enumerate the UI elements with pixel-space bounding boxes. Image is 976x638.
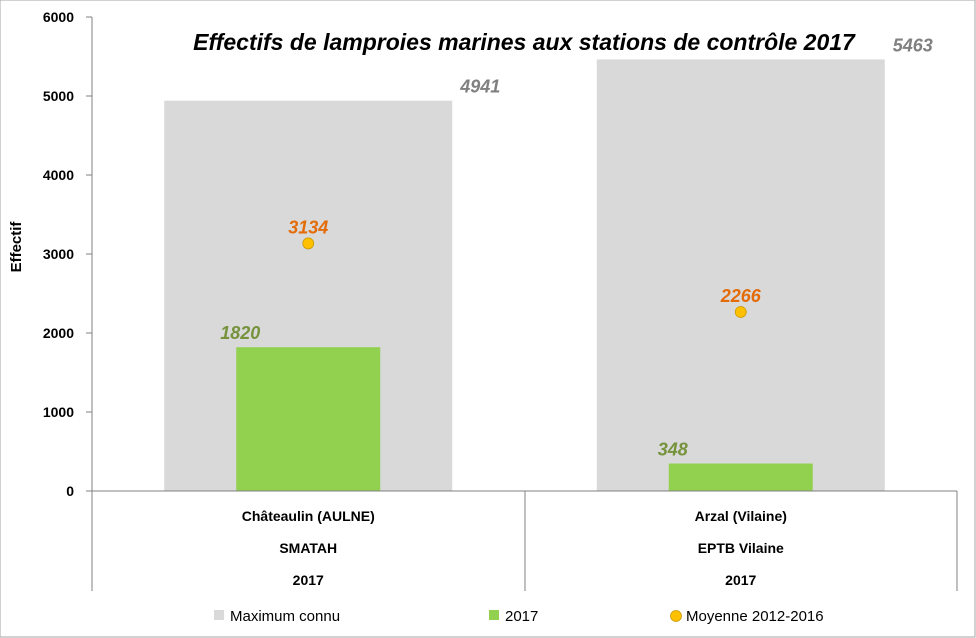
marker-avg — [302, 237, 315, 250]
category-label: Châteaulin (AULNE) — [242, 508, 375, 524]
category-label: 2017 — [725, 572, 756, 588]
category-label: 2017 — [293, 572, 324, 588]
legend-swatch-max — [214, 610, 224, 620]
avg-markers — [302, 237, 747, 318]
y-tick-label: 6000 — [43, 9, 74, 25]
bar-2017 — [668, 463, 813, 491]
data-label-avg: 2266 — [720, 286, 762, 306]
data-label-max: 5463 — [893, 35, 933, 55]
legend-label-max: Maximum connu — [230, 608, 340, 625]
y-tick-label: 3000 — [43, 246, 74, 262]
category-label: EPTB Vilaine — [698, 540, 784, 556]
y-tick-label: 0 — [66, 483, 74, 499]
data-label-2017: 348 — [658, 440, 688, 460]
data-labels: 4941 1820 3134 5463 348 2266 — [220, 35, 933, 459]
bar-2017 — [236, 347, 381, 491]
legend-marker-avg — [670, 610, 682, 622]
legend-swatch-2017 — [489, 610, 499, 620]
category-label: SMATAH — [279, 540, 337, 556]
marker-avg — [734, 306, 747, 318]
legend-label-2017: 2017 — [505, 608, 538, 625]
bars-2017 — [236, 347, 813, 491]
data-label-max: 4941 — [459, 77, 500, 97]
legend-label-avg: Moyenne 2012-2016 — [686, 608, 824, 625]
y-tick-label: 5000 — [43, 88, 74, 104]
bar-max — [596, 59, 885, 491]
legend: Maximum connu 2017 Moyenne 2012-2016 — [214, 608, 824, 625]
y-axis-label: Effectif — [8, 221, 25, 273]
chart-title: Effectifs de lamproies marines aux stati… — [193, 29, 856, 55]
y-ticks: 0 1000 2000 3000 4000 5000 6000 — [43, 9, 92, 499]
y-tick-label: 2000 — [43, 325, 74, 341]
category-label: Arzal (Vilaine) — [695, 508, 787, 524]
y-tick-label: 1000 — [43, 404, 74, 420]
data-label-2017: 1820 — [220, 323, 260, 343]
y-tick-label: 4000 — [43, 167, 74, 183]
data-label-avg: 3134 — [288, 217, 328, 237]
category-labels: Châteaulin (AULNE) SMATAH 2017 Arzal (Vilai… — [242, 508, 787, 588]
